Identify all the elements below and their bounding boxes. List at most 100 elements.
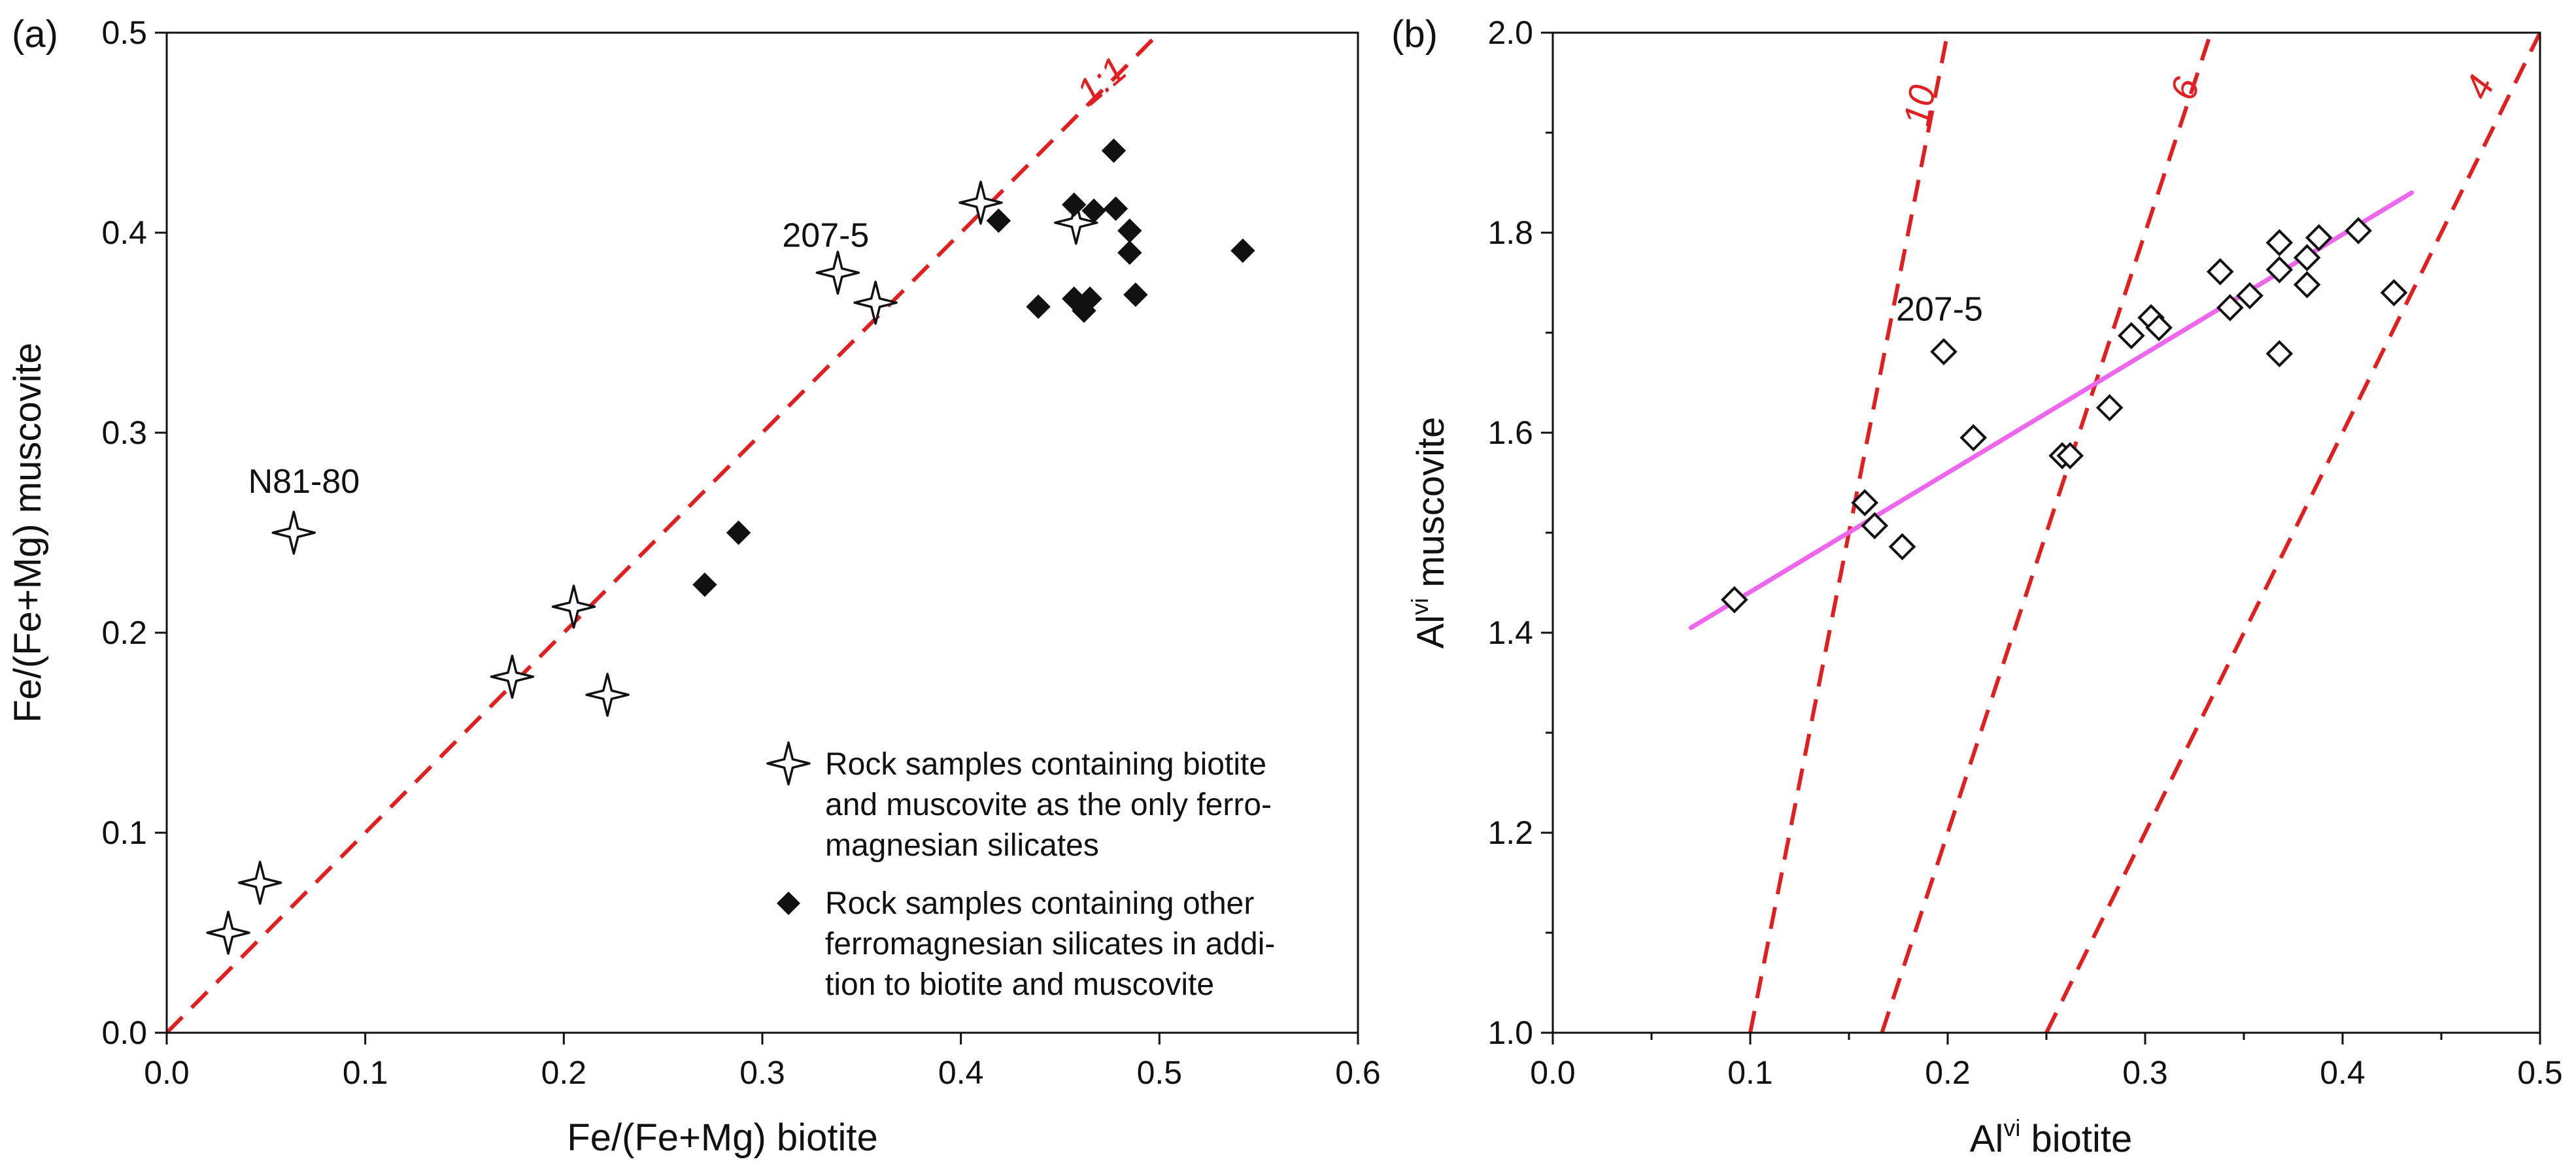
- filled-diamond-point: [692, 572, 717, 597]
- panel-b-ticks: 0.0 0.1 0.2 0.3 0.4 0.5 1.0 1.2 1.4 1.6 1.8 2.0: [1487, 14, 2562, 1091]
- panel-a-plot-frame: [165, 31, 1359, 1034]
- panel-a-legend: Rock samples containing biotite and musc…: [766, 741, 1275, 1002]
- ratio-line-6: [1880, 33, 2213, 1033]
- open-diamond-point: [1861, 512, 1889, 540]
- open-star-point: [271, 510, 316, 555]
- filled-diamond-point: [1077, 286, 1102, 311]
- filled-diamond-point: [1101, 138, 1127, 163]
- filled-diamond-point: [1103, 196, 1128, 221]
- x-tick-label: 0.4: [2320, 1054, 2365, 1091]
- panel-b-label: (b): [1391, 13, 1438, 56]
- x-tick-label: 0.1: [1727, 1054, 1773, 1091]
- open-star-point: [206, 911, 250, 955]
- open-star-point: [585, 673, 630, 717]
- open-diamond-point: [2293, 244, 2321, 272]
- filled-diamond-point: [1117, 240, 1142, 265]
- filled-diamond-point: [1123, 282, 1148, 307]
- legend-entry-1-line-3: magnesian silicates: [825, 828, 1099, 863]
- panel-b-y-title-rest: muscovite: [1410, 417, 1452, 598]
- open-diamond-point: [2345, 217, 2372, 244]
- open-diamond-point: [2118, 322, 2145, 350]
- ratio-line-4: [2044, 33, 2540, 1033]
- x-tick-label: 0.0: [1530, 1054, 1576, 1091]
- panel-b-plot-frame: [1551, 31, 2541, 1034]
- open-diamond-point: [2265, 256, 2294, 284]
- open-diamond-point: [2380, 278, 2408, 307]
- x-tick-label: 0.2: [1925, 1054, 1971, 1091]
- panel-a: (a) 0.0 0.1 0.2 0.3 0.4 0.5 0.6 0.0 0.1 0.2 0.3 0.4…: [7, 13, 1381, 1159]
- filled-diamond-point: [726, 520, 751, 545]
- open-star-point: [551, 584, 596, 629]
- one-to-one-line: [167, 33, 1161, 1033]
- open-diamond-point: [2305, 224, 2333, 252]
- x-tick-label: 0.2: [541, 1054, 587, 1091]
- x-tick-label: 0.4: [938, 1054, 984, 1091]
- panel-b-x-title-superscript: vi: [2003, 1114, 2020, 1141]
- panel-b-points: [1721, 217, 2408, 614]
- panel-b-y-axis-title: Alvi muscovite: [1406, 417, 1452, 649]
- open-star-point: [237, 860, 282, 905]
- filled-diamond-point: [1117, 218, 1142, 243]
- x-tick-label: 0.5: [2517, 1054, 2563, 1091]
- open-diamond-point: [1959, 424, 1988, 452]
- open-diamond-point: [1888, 533, 1916, 561]
- panel-a-x-axis-title: Fe/(Fe+Mg) biotite: [567, 1116, 877, 1159]
- open-diamond-point: [2095, 393, 2124, 422]
- panel-a-reference-lines: [167, 33, 1161, 1033]
- open-diamond-point: [1930, 338, 1957, 365]
- open-star-point: [1054, 200, 1098, 245]
- filled-diamond-point: [1230, 238, 1255, 263]
- y-tick-label: 0.0: [101, 1014, 147, 1051]
- legend-filled-diamond-marker: [777, 892, 800, 915]
- open-diamond-point: [2265, 229, 2294, 257]
- panel-a-label: (a): [12, 13, 58, 56]
- open-diamond-point: [2236, 282, 2263, 310]
- open-diamond-point: [2145, 314, 2173, 342]
- y-tick-label: 0.4: [101, 214, 147, 251]
- filled-diamond-point: [1081, 198, 1106, 224]
- legend-star-shape: [766, 741, 811, 786]
- open-diamond-point: [2056, 442, 2084, 470]
- panel-b-annotation-207-5: 207-5: [1896, 291, 1983, 329]
- y-tick-label: 0.5: [101, 14, 147, 51]
- panel-b-y-title-superscript: vi: [1406, 598, 1433, 615]
- panel-b: (b) 0.0 0.1 0.2 0.3 0.4 0.5 1.0 1.2 1.4 1.6 1.8 2.0…: [1391, 13, 2563, 1160]
- x-tick-label: 0.0: [144, 1054, 190, 1091]
- legend-entry-2-line-3: tion to biotite and muscovite: [825, 967, 1214, 1002]
- panel-a-annotation-n81-80: N81-80: [248, 463, 360, 501]
- panel-b-y-title-base: Al: [1410, 615, 1452, 649]
- x-tick-label: 0.3: [739, 1054, 785, 1091]
- open-star-point: [853, 280, 898, 325]
- open-star-point: [490, 654, 535, 699]
- y-tick-label: 0.2: [101, 614, 147, 651]
- legend-entry-2-line-1: Rock samples containing other: [825, 886, 1254, 921]
- open-star-point: [958, 180, 1003, 225]
- legend-diamond-shape: [777, 892, 800, 915]
- panel-b-ratio-4-label: 4: [2456, 69, 2502, 105]
- y-tick-label: 1.2: [1487, 814, 1533, 851]
- y-tick-label: 1.0: [1487, 1014, 1533, 1051]
- panel-b-x-axis-title: Alvi biotite: [1970, 1114, 2132, 1160]
- open-diamond-point: [2206, 258, 2234, 286]
- panel-b-ratio-6-label: 6: [2161, 72, 2207, 105]
- open-diamond-point: [1851, 489, 1878, 516]
- panel-a-1to1-label: 1:1: [1068, 48, 1134, 112]
- panel-b-fit-line: [1688, 190, 2415, 630]
- open-diamond-point: [2216, 293, 2244, 322]
- open-diamond-point: [2293, 271, 2321, 299]
- panel-a-points: [206, 138, 1255, 955]
- open-diamond-point: [1721, 586, 1748, 614]
- y-tick-label: 1.4: [1487, 614, 1533, 651]
- y-tick-label: 0.1: [101, 814, 147, 851]
- legend-entry-1-line-1: Rock samples containing biotite: [825, 747, 1266, 782]
- panel-b-x-title-base: Al: [1970, 1118, 2004, 1160]
- panel-b-x-title-rest: biotite: [2020, 1118, 2132, 1160]
- y-tick-label: 1.6: [1487, 414, 1533, 451]
- panel-b-ratio-10-label: 10: [1895, 82, 1943, 129]
- x-tick-label: 0.6: [1335, 1054, 1381, 1091]
- filled-diamond-point: [1062, 192, 1087, 217]
- open-diamond-point: [2265, 340, 2294, 367]
- x-tick-label: 0.1: [343, 1054, 388, 1091]
- y-tick-label: 1.8: [1487, 214, 1533, 251]
